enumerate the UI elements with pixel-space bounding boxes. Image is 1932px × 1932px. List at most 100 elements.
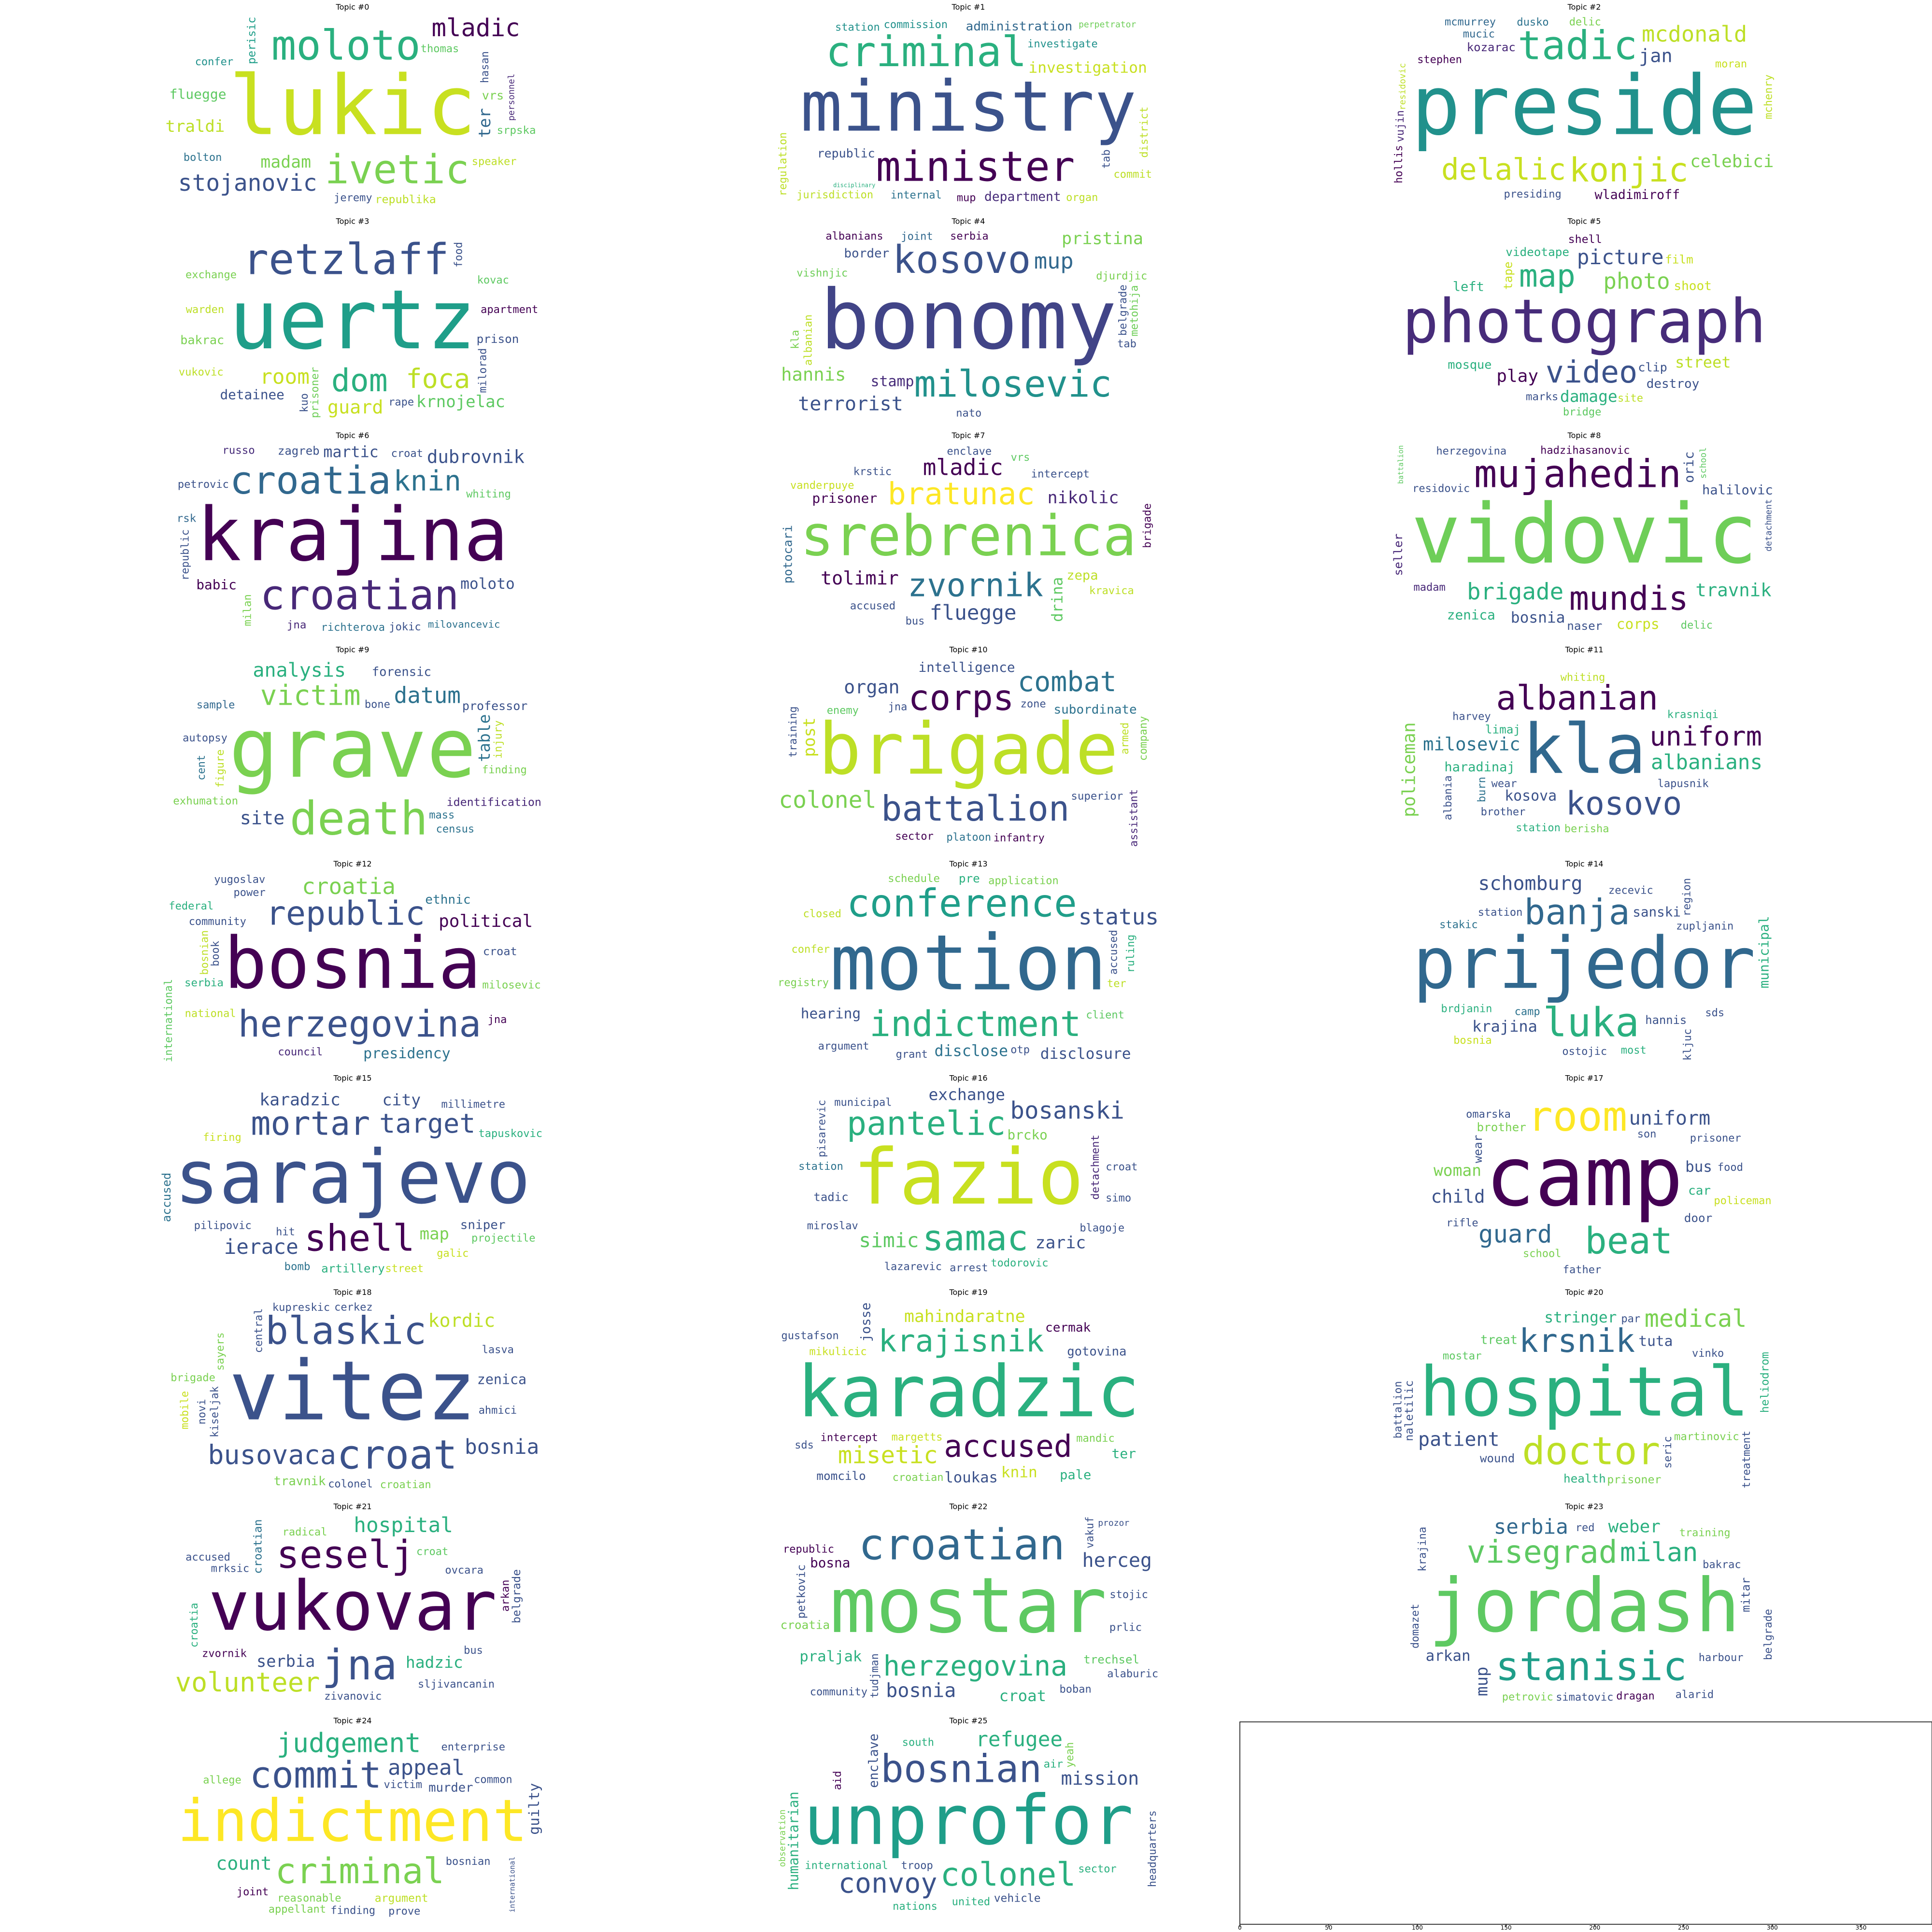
x-tick-label: 150: [1501, 1924, 1512, 1931]
wordcloud-word: karadzic: [259, 1091, 341, 1110]
wordcloud-word: map: [1519, 258, 1576, 295]
wordcloud-word: djurdjic: [1096, 270, 1147, 283]
wordcloud-word: prozor: [1098, 1518, 1129, 1528]
wordcloud-word: training: [787, 706, 799, 757]
x-tick-label: 200: [1589, 1924, 1600, 1931]
wordcloud-word: pantelic: [847, 1105, 1006, 1143]
wordcloud-word: alarid: [1676, 1689, 1714, 1701]
wordcloud-word: kosova: [1505, 788, 1557, 805]
wordcloud-word: ovcara: [445, 1564, 483, 1577]
wordcloud-word: appellant: [269, 1904, 326, 1916]
wordcloud-word: schedule: [888, 872, 940, 885]
wordcloud-word: rsk: [177, 512, 197, 525]
wordcloud-word: mcmurrey: [1445, 16, 1496, 28]
wordcloud-word: milovancevic: [428, 618, 500, 630]
wordcloud-word: marks: [1526, 391, 1558, 403]
wordcloud-word: judgement: [277, 1728, 421, 1759]
wordcloud-word: mostar: [830, 1562, 1107, 1650]
wordcloud-word: guard: [1478, 1220, 1552, 1248]
wordcloud-word: personnel: [506, 74, 516, 121]
wordcloud-word: indictment: [178, 1788, 528, 1855]
wordcloud-word: picture: [1577, 245, 1664, 270]
wordcloud-word: accused: [1108, 930, 1120, 975]
wordcloud-word: tab: [1101, 149, 1113, 169]
wordcloud-word: ahmici: [479, 1405, 517, 1417]
wordcloud-word: bakrac: [1703, 1559, 1741, 1571]
wordcloud-word: grave: [229, 701, 476, 796]
wordcloud-word: perisic: [245, 17, 258, 64]
wordcloud-word: margetts: [892, 1432, 943, 1444]
wordcloud-word: belgrade: [1117, 284, 1129, 336]
wordcloud-word: kla: [790, 330, 802, 349]
wordcloud-word: croat: [1106, 1161, 1137, 1173]
wordcloud-word: international: [805, 1860, 888, 1872]
wordcloud-word: thomas: [421, 43, 459, 55]
wordcloud-word: croatia: [781, 1618, 830, 1632]
wordcloud-word: food: [1718, 1162, 1743, 1174]
wordcloud-word: nato: [956, 407, 981, 419]
wordcloud-word: knin: [1001, 1464, 1037, 1481]
wordcloud-word: kuo: [298, 393, 311, 412]
wordcloud-word: station: [1478, 907, 1523, 919]
wordcloud-word: bosnian: [199, 930, 211, 975]
wordcloud-word: republic: [180, 529, 192, 581]
wordcloud-word: prove: [388, 1905, 420, 1918]
wordcloud-word: accused: [159, 1173, 173, 1222]
wordcloud-word: vitez: [229, 1344, 476, 1439]
wordcloud-word: tape: [1501, 261, 1515, 290]
wordcloud-word: identification: [447, 796, 541, 809]
wordcloud-word: community: [810, 1686, 867, 1698]
wordcloud-word: armed: [1119, 723, 1131, 754]
wordcloud-word: konjic: [1569, 152, 1689, 190]
wordcloud-word: stringer: [1544, 1309, 1617, 1326]
wordcloud-word: serbia: [1494, 1515, 1568, 1539]
wordcloud-word: son: [1637, 1128, 1657, 1140]
wordcloud-word: battalion: [881, 788, 1069, 829]
wordcloud-word: sniper: [460, 1218, 506, 1233]
wordcloud-word: croat: [416, 1546, 448, 1558]
panel-title: Topic #24: [333, 1716, 371, 1725]
wordcloud-word: criminal: [275, 1851, 445, 1892]
wordcloud-word: yeah: [1064, 1742, 1076, 1768]
wordcloud-word: hollis: [1393, 145, 1405, 183]
wordcloud-word: krasniqi: [1667, 709, 1719, 721]
wordcloud-word: bosnian: [881, 1746, 1042, 1791]
wordcloud-panel: Topic #11klaalbaniankosovouniformalbania…: [1399, 645, 1763, 835]
x-tick-label: 50: [1325, 1924, 1332, 1931]
wordcloud-word: door: [1684, 1211, 1713, 1225]
wordcloud-word: mup: [1472, 1666, 1492, 1696]
wordcloud-word: refugee: [976, 1728, 1063, 1752]
wordcloud-word: bosnia: [1511, 609, 1565, 626]
wordcloud-word: disciplinary: [833, 182, 875, 188]
wordcloud-word: assistant: [1128, 789, 1140, 847]
wordcloud-word: confer: [792, 944, 830, 956]
wordcloud-word: beat: [1585, 1220, 1673, 1262]
panel-title: Topic #3: [336, 217, 369, 226]
wordcloud-word: zaric: [1036, 1234, 1086, 1253]
wordcloud-word: otp: [1010, 1044, 1030, 1056]
wordcloud-word: arrest: [950, 1262, 988, 1274]
wordcloud-word: vakuf: [1084, 1517, 1096, 1548]
wordcloud-word: superior: [1071, 790, 1123, 803]
wordcloud-word: milorad: [477, 348, 489, 393]
wordcloud-word: bosnia: [886, 1679, 956, 1702]
wordcloud-word: guard: [327, 397, 384, 418]
wordcloud-word: headquarters: [1147, 1810, 1159, 1887]
wordcloud-word: jokic: [389, 621, 421, 633]
wordcloud-word: kozarac: [1467, 41, 1516, 54]
wordcloud-word: mobile: [179, 1391, 191, 1429]
wordcloud-word: detainee: [220, 386, 284, 402]
wordcloud-word: krnojelac: [416, 392, 505, 412]
wordcloud-word: hadzic: [406, 1653, 463, 1672]
wordcloud-word: map: [420, 1224, 449, 1244]
x-tick-label: 0: [1238, 1924, 1242, 1931]
wordcloud-word: samac: [923, 1218, 1028, 1259]
